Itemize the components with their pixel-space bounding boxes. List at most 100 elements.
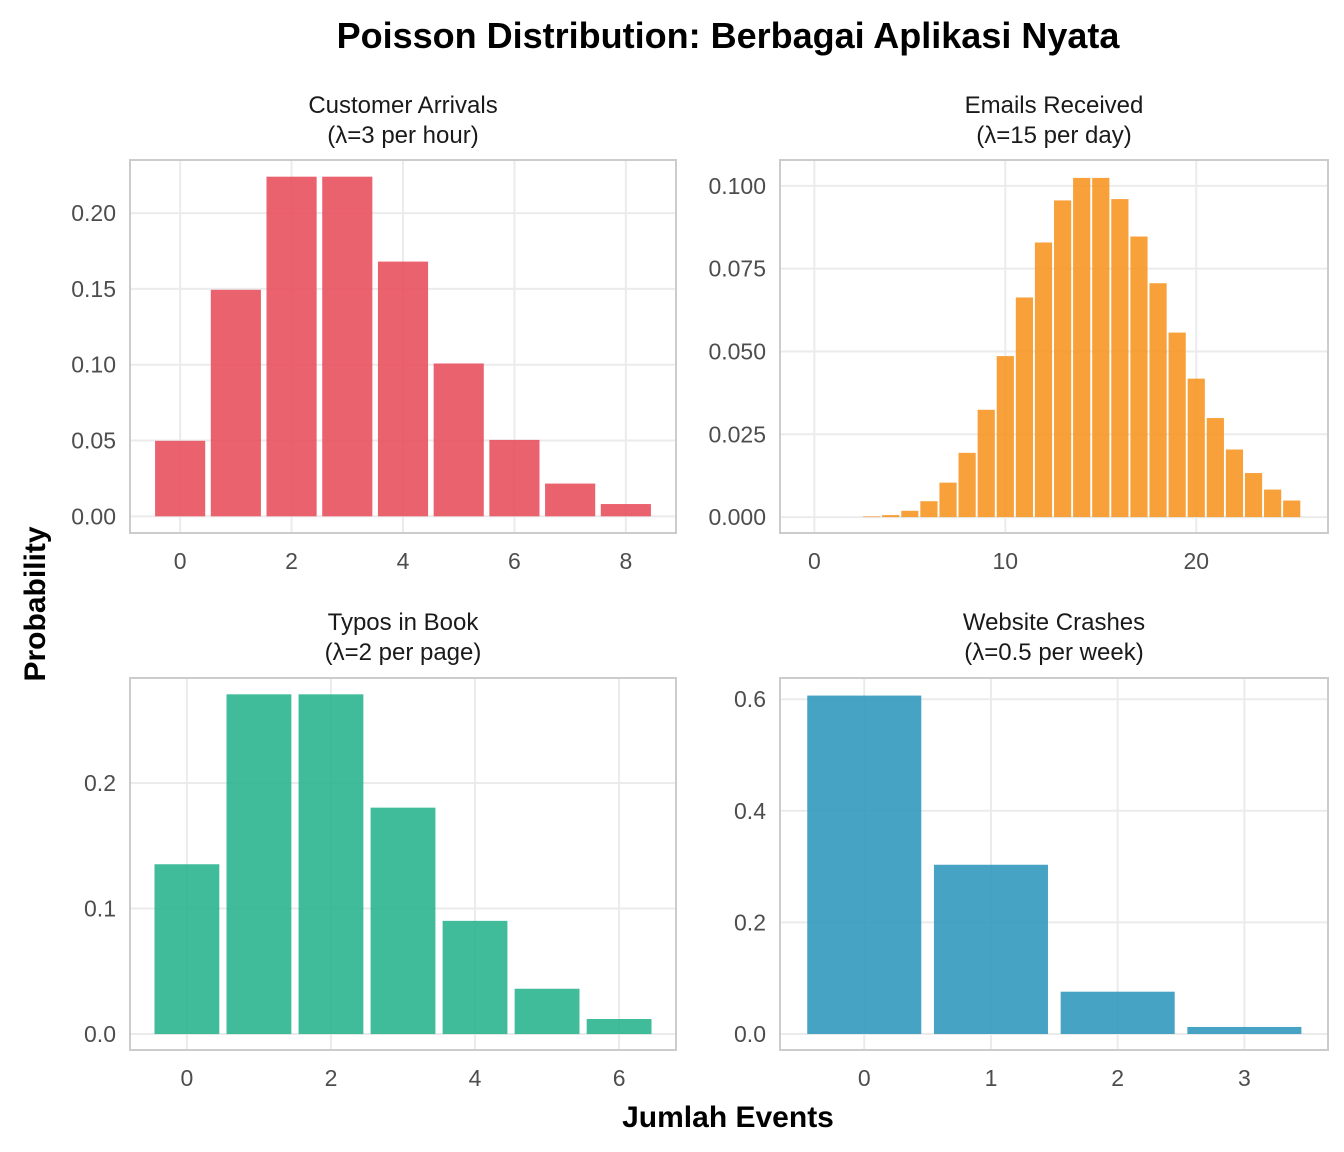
y-tick-labels: 0.0 0.1 0.2 [84, 770, 116, 1047]
x-axis-label: Jumlah Events [622, 1101, 834, 1134]
panel-title-line1: Typos in Book [328, 609, 480, 636]
y-tick-label: 0.20 [71, 200, 116, 226]
x-tick-label: 2 [1111, 1065, 1124, 1091]
x-tick-label: 0 [858, 1065, 871, 1091]
bar-k-13 [1054, 200, 1072, 518]
bar-k-14 [1073, 177, 1091, 518]
bar-k-6 [920, 501, 938, 518]
bar-k-25 [1283, 500, 1301, 518]
bar-k-2 [298, 694, 364, 1035]
x-tick-label: 3 [1238, 1065, 1251, 1091]
x-tick-label: 20 [1183, 548, 1209, 574]
bar-k-3 [370, 807, 436, 1035]
x-tick-label: 6 [508, 548, 521, 574]
panel-title-line2: (λ=15 per day) [976, 122, 1131, 149]
y-tick-labels: 0.000 0.025 0.050 0.075 0.100 [708, 173, 766, 530]
bar-k-18 [1149, 283, 1167, 518]
bar-k-6 [489, 439, 540, 517]
panel-title-line2: (λ=0.5 per week) [964, 639, 1143, 666]
bar-k-5 [514, 988, 580, 1035]
bar-k-2 [1060, 991, 1175, 1034]
x-tick-label: 0 [181, 1065, 194, 1091]
x-tick-label: 4 [397, 548, 410, 574]
x-tick-labels: 0 2 4 6 [181, 1065, 626, 1091]
bar-k-4 [882, 515, 900, 518]
bars [807, 695, 1302, 1034]
y-tick-label: 0.0 [734, 1021, 766, 1047]
x-tick-label: 8 [619, 548, 632, 574]
panel-typos-in-book: Typos in Book (λ=2 per page) 0.0 0.1 0.2 0 2… [84, 609, 677, 1091]
x-tick-label: 6 [613, 1065, 626, 1091]
x-tick-label: 2 [325, 1065, 338, 1091]
bar-k-6 [586, 1019, 652, 1035]
bar-k-3 [322, 176, 373, 517]
bar-k-3 [863, 516, 881, 518]
bar-k-8 [958, 452, 976, 518]
y-tick-label: 0.2 [84, 770, 116, 796]
bar-k-12 [1034, 242, 1053, 518]
bars [863, 177, 1301, 518]
bar-k-1 [933, 864, 1048, 1034]
x-tick-label: 10 [993, 548, 1019, 574]
bar-k-17 [1130, 236, 1148, 518]
panel-title-line1: Customer Arrivals [308, 92, 497, 119]
bar-k-3 [1187, 1026, 1302, 1034]
bars [154, 694, 652, 1035]
y-tick-label: 0.1 [84, 896, 116, 922]
bar-k-0 [155, 440, 206, 517]
x-tick-labels: 0 2 4 6 8 [174, 548, 633, 574]
y-tick-label: 0.025 [708, 421, 766, 447]
bar-k-4 [442, 920, 508, 1035]
y-tick-label: 0.00 [71, 503, 116, 529]
x-tick-label: 2 [285, 548, 298, 574]
bar-k-22 [1225, 449, 1244, 518]
panel-border [129, 159, 677, 534]
x-tick-label: 1 [985, 1065, 998, 1091]
panel-emails-received: Emails Received (λ=15 per day) 0.000 0.02… [708, 92, 1329, 574]
y-tick-labels: 0.00 0.05 0.10 0.15 0.20 [71, 200, 116, 529]
bar-k-8 [600, 504, 651, 517]
panel-border [129, 677, 677, 1051]
y-tick-label: 0.0 [84, 1021, 116, 1047]
y-tick-label: 0.000 [708, 504, 766, 530]
bar-k-23 [1244, 473, 1263, 518]
y-tick-label: 0.10 [71, 352, 116, 378]
x-tick-label: 0 [808, 548, 821, 574]
y-tick-label: 0.15 [71, 276, 116, 302]
bar-k-4 [377, 261, 429, 517]
y-tick-label: 0.05 [71, 428, 116, 454]
panel-title-line1: Website Crashes [963, 609, 1145, 636]
y-tick-label: 0.100 [708, 173, 766, 199]
y-tick-label: 0.4 [734, 798, 766, 824]
panel-border [779, 159, 1329, 534]
x-tick-label: 4 [469, 1065, 482, 1091]
y-tick-labels: 0.0 0.2 0.4 0.6 [734, 686, 766, 1047]
bar-k-11 [1015, 297, 1033, 518]
y-tick-label: 0.2 [734, 909, 766, 935]
bar-k-0 [807, 695, 922, 1034]
y-tick-label: 0.075 [708, 256, 766, 282]
bar-k-1 [226, 694, 292, 1035]
bar-k-10 [996, 356, 1014, 518]
bar-k-21 [1206, 418, 1224, 518]
bar-k-19 [1168, 332, 1186, 518]
bar-k-24 [1264, 489, 1282, 518]
chart-title: Poisson Distribution: Berbagai Aplikasi … [337, 15, 1121, 56]
panel-border [779, 677, 1329, 1051]
x-tick-labels: 0 10 20 [808, 548, 1209, 574]
bar-k-15 [1092, 177, 1110, 518]
bar-k-9 [977, 409, 995, 518]
panel-title-line2: (λ=3 per hour) [327, 122, 478, 149]
bar-k-20 [1187, 378, 1205, 518]
bar-k-0 [154, 864, 220, 1035]
bars [155, 176, 651, 517]
panel-title-line2: (λ=2 per page) [325, 639, 482, 666]
bar-k-7 [545, 483, 596, 517]
y-tick-label: 0.6 [734, 686, 766, 712]
bar-k-5 [433, 363, 484, 517]
panel-title-line1: Emails Received [965, 92, 1144, 119]
bar-k-5 [901, 510, 919, 518]
bar-k-16 [1111, 199, 1129, 518]
panel-customer-arrivals: Customer Arrivals (λ=3 per hour) 0.000.0… [71, 92, 677, 574]
